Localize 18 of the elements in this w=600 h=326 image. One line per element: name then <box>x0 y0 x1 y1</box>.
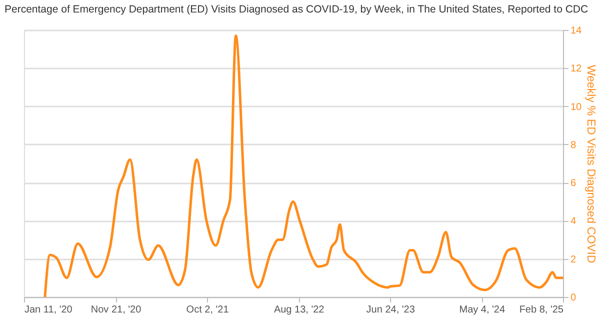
y-tick-label: 6 <box>570 178 576 190</box>
chart-title: Percentage of Emergency Department (ED) Visits Diagnosed as COVID-19, by Week, in The United States, Reported to CDC <box>4 4 589 16</box>
x-tick-label: Nov 21, '20 <box>90 304 142 316</box>
y-tick-label: 4 <box>570 216 576 228</box>
y-tick-label: 12 <box>570 64 582 75</box>
x-tick-label: Jan 11, '20 <box>24 304 73 316</box>
x-tick-label: Jun 24, '23 <box>366 304 416 316</box>
x-tick-label: May 4, '24 <box>459 304 506 316</box>
line-series <box>44 34 564 298</box>
x-tick-label: Oct 2, '21 <box>186 304 230 316</box>
y-axis-title: Weekly % ED Visits Diagnosed COVID <box>584 64 597 264</box>
x-tick-label: Feb 8, '25 <box>519 304 564 316</box>
x-tick-label: Aug 13, '22 <box>274 304 325 316</box>
y-tick-label: 14 <box>570 26 582 36</box>
y-tick-label: 0 <box>570 292 576 304</box>
y-tick-label: 2 <box>570 254 576 266</box>
y-tick-label: 8 <box>570 140 576 151</box>
y-tick-label: 10 <box>570 102 582 113</box>
